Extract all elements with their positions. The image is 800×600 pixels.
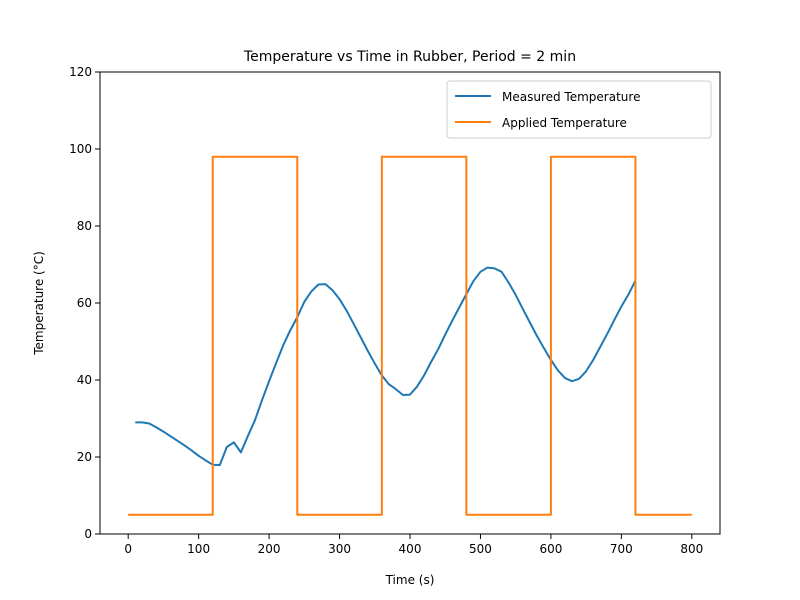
series-line-applied	[128, 155, 692, 516]
legend-label-applied: Applied Temperature	[502, 116, 627, 130]
legend: Measured Temperature Applied Temperature	[446, 80, 712, 139]
x-tick-label: 700	[610, 542, 633, 556]
y-tick-label: 20	[77, 450, 92, 464]
x-tick-label: 800	[680, 542, 703, 556]
x-tick-label: 500	[469, 542, 492, 556]
y-axis-label: Temperature (°C)	[32, 251, 46, 356]
y-tick-label: 100	[69, 142, 92, 156]
y-tick-label: 60	[77, 296, 92, 310]
x-tick-label: 600	[539, 542, 562, 556]
legend-label-measured: Measured Temperature	[502, 90, 640, 104]
legend-frame	[446, 80, 712, 139]
plot-area: 0 100 200 300 400 500 600 700 800 0 20 40 60 80 100 120	[69, 65, 721, 556]
x-tick-label: 0	[124, 542, 132, 556]
series-line-measured	[135, 266, 637, 467]
x-axis-label: Time (s)	[385, 573, 435, 587]
chart-title: Temperature vs Time in Rubber, Period = …	[243, 49, 576, 65]
x-tick-label: 200	[258, 542, 281, 556]
x-tick-label: 400	[399, 542, 422, 556]
x-tick-label: 100	[187, 542, 210, 556]
y-tick-label: 0	[84, 527, 92, 541]
y-tick-label: 40	[77, 373, 92, 387]
x-tick-label: 300	[328, 542, 351, 556]
y-tick-label: 120	[69, 65, 92, 79]
y-tick-label: 80	[77, 219, 92, 233]
